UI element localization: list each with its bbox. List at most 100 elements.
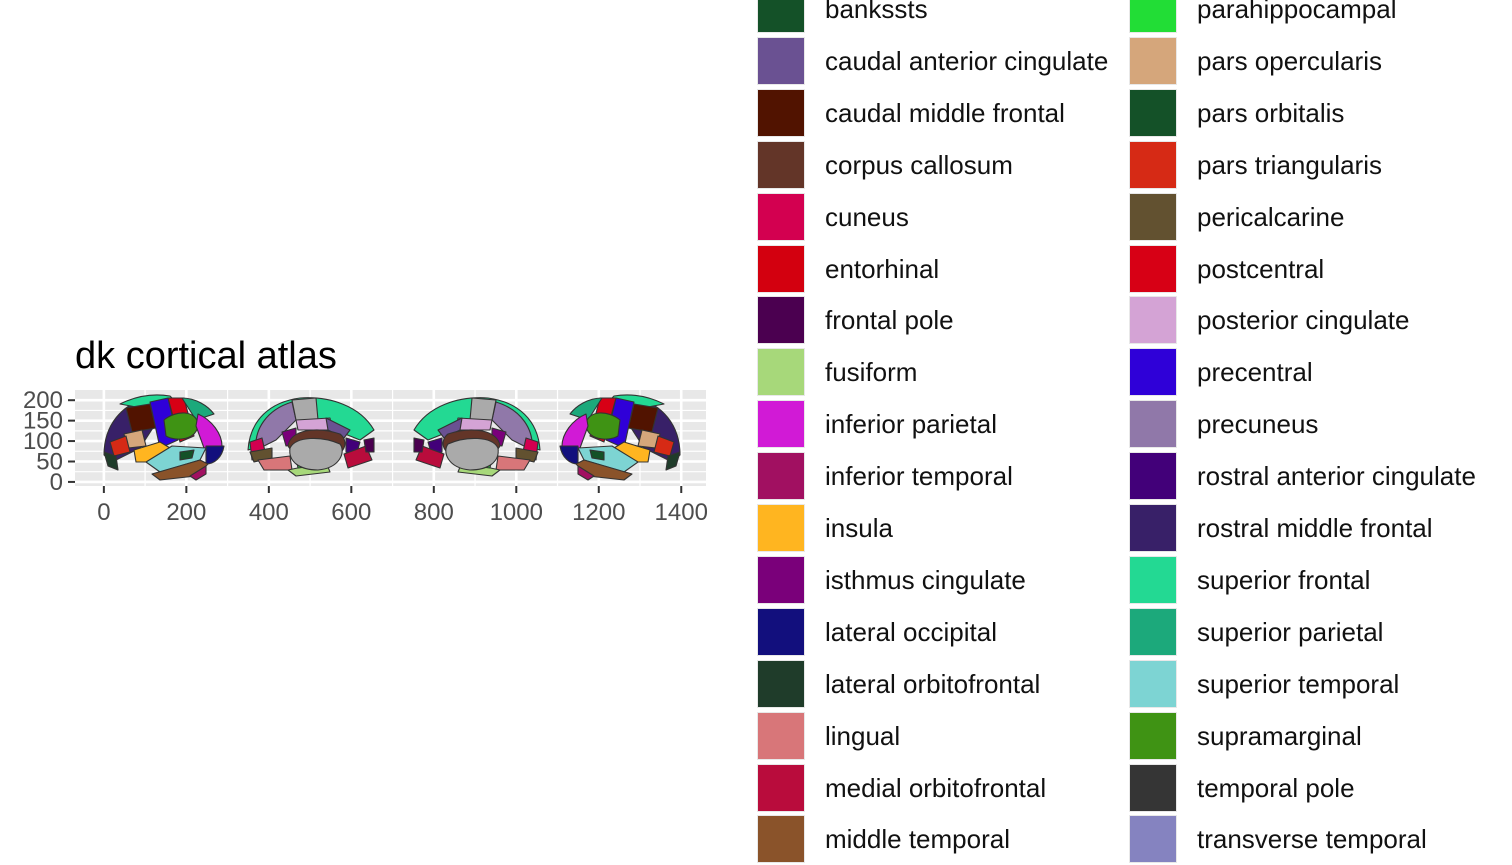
x-tick-label: 200 [166, 499, 206, 526]
legend-swatch [1129, 0, 1177, 33]
legend-swatch [1129, 400, 1177, 449]
region-paracentral [469, 397, 497, 421]
legend-label: lateral occipital [825, 616, 997, 647]
legend-swatch [757, 763, 805, 812]
legend-label: frontal pole [825, 305, 954, 336]
y-tick-label: 150 [23, 408, 63, 435]
chart-title: dk cortical atlas [75, 335, 337, 377]
region-frontal-pole [413, 437, 425, 453]
left-lateral-view [103, 394, 225, 481]
region-frontal-pole [363, 437, 375, 453]
y-tick-label: 100 [23, 428, 63, 455]
y-tick-label: 200 [23, 387, 63, 414]
legend-swatch [1129, 452, 1177, 501]
legend-label: precuneus [1197, 409, 1319, 440]
legend-swatch [1129, 296, 1177, 345]
legend-label: bankssts [825, 0, 928, 24]
region-superior-parietal [181, 397, 215, 421]
y-tick-label: 50 [36, 448, 63, 475]
region-bankssts [589, 449, 605, 461]
region-pars-triangularis [653, 435, 675, 457]
legend-swatch [1129, 504, 1177, 552]
legend-label: cuneus [825, 201, 909, 232]
legend-swatch [1129, 815, 1177, 864]
legend-swatch [757, 0, 805, 33]
x-tick-label: 800 [414, 499, 454, 526]
legend-label: medial orbitofrontal [825, 772, 1047, 803]
legend-swatch [1129, 348, 1177, 397]
legend-swatch [757, 140, 805, 189]
legend-swatch [1129, 659, 1177, 708]
legend-swatch [757, 555, 805, 604]
region-medial-wall [445, 437, 499, 471]
legend-label: precentral [1197, 357, 1313, 388]
left-medial-view [247, 397, 375, 477]
legend-swatch [757, 711, 805, 760]
legend-label: posterior cingulate [1197, 305, 1410, 336]
legend-swatch [757, 400, 805, 449]
legend-swatch [757, 296, 805, 345]
legend-label: middle temporal [825, 824, 1010, 855]
region-lateral-orbitofrontal [665, 451, 681, 471]
region-supramarginal [585, 412, 621, 440]
legend-label: pars opercularis [1197, 45, 1382, 76]
right-lateral-view [559, 394, 681, 481]
y-tick-label: 0 [50, 469, 63, 496]
legend-label: transverse temporal [1197, 824, 1427, 855]
region-bankssts [179, 449, 195, 461]
region-lateral-orbitofrontal [103, 451, 119, 471]
x-tick-label: 400 [249, 499, 289, 526]
legend-swatch [1129, 36, 1177, 85]
legend-label: insula [825, 513, 893, 543]
legend-swatch [1129, 244, 1177, 293]
region-inferior-temporal [577, 465, 595, 481]
legend-label: lateral orbitofrontal [825, 668, 1041, 699]
legend-swatch [1129, 607, 1177, 656]
region-paracentral [291, 397, 319, 421]
region-medial-orbitofrontal [343, 445, 373, 469]
legend-swatch [1129, 88, 1177, 137]
brain-views [103, 394, 681, 481]
legend-swatch [757, 88, 805, 137]
legend-swatch [1129, 711, 1177, 760]
legend-swatch [757, 36, 805, 85]
region-supramarginal [163, 412, 199, 440]
legend-label: pars triangularis [1197, 149, 1382, 180]
legend-label: caudal anterior cingulate [825, 45, 1109, 76]
legend-swatch [757, 815, 805, 864]
right-medial-view [413, 397, 541, 477]
region-medial-orbitofrontal [415, 445, 445, 469]
legend-label: temporal pole [1197, 772, 1355, 803]
legend-swatch [1129, 192, 1177, 241]
x-tick-label: 0 [97, 499, 110, 526]
legend-label: postcentral [1197, 253, 1325, 284]
legend-swatch [757, 504, 805, 552]
x-tick-label: 600 [331, 499, 371, 526]
legend-label: pericalcarine [1197, 201, 1345, 232]
legend-swatch [757, 659, 805, 708]
x-tick-label: 1200 [572, 499, 625, 526]
legend-label: caudal middle frontal [825, 97, 1065, 128]
legend-swatch [1129, 763, 1177, 812]
brain-atlas-plot: dk cortical atlas 0 200 400 600 800 1000 1200 1… [23, 335, 708, 526]
region-inferior-temporal [189, 465, 207, 481]
legend-label: pars orbitalis [1197, 97, 1345, 128]
legend-label: lingual [825, 720, 901, 751]
legend-label: corpus callosum [825, 149, 1013, 180]
legend-label: superior parietal [1197, 616, 1384, 647]
legend-label: rostral anterior cingulate [1197, 461, 1476, 492]
legend-label: entorhinal [825, 253, 940, 284]
legend-swatch [1129, 555, 1177, 604]
legend-label: inferior parietal [825, 409, 997, 440]
legend-label: inferior temporal [825, 461, 1013, 492]
legend-label: supramarginal [1197, 720, 1362, 751]
legend-label: superior temporal [1197, 668, 1400, 699]
legend-swatch [757, 348, 805, 397]
legend-swatch [1129, 140, 1177, 189]
legend-label: superior frontal [1197, 564, 1371, 595]
region-pars-triangularis [109, 435, 131, 457]
legend-label: isthmus cingulate [825, 564, 1026, 595]
legend-swatch [757, 244, 805, 293]
region-superior-parietal [569, 397, 603, 421]
